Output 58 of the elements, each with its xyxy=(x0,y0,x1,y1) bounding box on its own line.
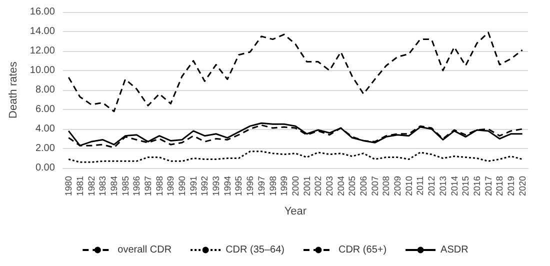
x-tick-label: 1984 xyxy=(108,176,119,196)
x-tick-label: 2002 xyxy=(313,176,324,196)
line-series xyxy=(68,32,524,112)
x-tick-label: 2001 xyxy=(302,176,312,196)
x-tick-label: 2007 xyxy=(370,176,380,196)
x-tick-label: 2011 xyxy=(415,176,426,196)
legend-label: ASDR xyxy=(440,244,468,256)
x-tick-label: 2014 xyxy=(449,176,460,196)
y-tick-label: 0.00 xyxy=(35,162,56,174)
y-axis-title: Death rates xyxy=(8,61,20,118)
x-tick-label: 2016 xyxy=(472,176,482,196)
x-tick-label: 1990 xyxy=(177,176,188,196)
x-tick-label: 2000 xyxy=(290,176,300,196)
x-tick-label: 2013 xyxy=(438,176,448,196)
x-axis-title: Year xyxy=(284,206,307,218)
x-tick-label: 1997 xyxy=(256,176,266,196)
x-tick-label: 2009 xyxy=(392,176,403,196)
x-tick-label: 2015 xyxy=(460,176,471,196)
x-tick-label: 2010 xyxy=(404,176,414,196)
x-tick-label: 2006 xyxy=(358,176,369,196)
legend-label: CDR (65+) xyxy=(338,244,387,256)
x-tick-label: 2004 xyxy=(336,176,346,196)
x-tick-label: 1991 xyxy=(188,176,198,196)
x-tick-label: 1985 xyxy=(120,176,130,196)
y-tick-label: 10.00 xyxy=(30,65,56,76)
y-tick-label: 14.00 xyxy=(30,26,56,37)
y-tick-label: 8.00 xyxy=(35,84,56,96)
x-tick-label: 1996 xyxy=(245,176,256,196)
x-tick-label: 1980 xyxy=(64,176,74,196)
x-tick-label: 2005 xyxy=(347,176,358,196)
legend-label: overall CDR xyxy=(118,244,172,256)
x-tick-label: 1993 xyxy=(211,176,222,196)
x-tick-label: 1986 xyxy=(132,176,142,196)
x-tick-label: 1988 xyxy=(154,176,164,196)
y-tick-label: 12.00 xyxy=(30,46,56,56)
y-tick-label: 16.00 xyxy=(30,6,56,18)
x-tick-label: 2018 xyxy=(494,176,505,196)
x-tick-label: 1983 xyxy=(98,176,108,196)
x-tick-label: 1992 xyxy=(200,176,210,196)
x-tick-label: 1987 xyxy=(143,176,153,196)
line-series xyxy=(68,150,524,163)
y-tick-label: 4.00 xyxy=(35,124,56,134)
x-tick-label: 1995 xyxy=(234,176,244,196)
x-tick-label: 1999 xyxy=(279,176,290,196)
x-tick-label: 1998 xyxy=(268,176,278,196)
x-tick-label: 1981 xyxy=(74,176,85,196)
y-tick-label: 2.00 xyxy=(35,143,56,154)
legend-label: CDR (35–64) xyxy=(226,244,284,256)
x-tick-label: 1994 xyxy=(222,176,232,196)
x-tick-label: 2017 xyxy=(483,176,494,196)
x-tick-label: 2008 xyxy=(381,176,392,196)
y-tick-label: 6.00 xyxy=(35,104,56,115)
x-tick-label: 2019 xyxy=(506,176,516,196)
x-tick-label: 2003 xyxy=(324,176,334,196)
x-tick-label: 2012 xyxy=(426,176,437,196)
x-tick-label: 1982 xyxy=(86,176,96,196)
x-tick-label: 1989 xyxy=(166,176,176,196)
x-tick-label: 2020 xyxy=(517,176,528,196)
